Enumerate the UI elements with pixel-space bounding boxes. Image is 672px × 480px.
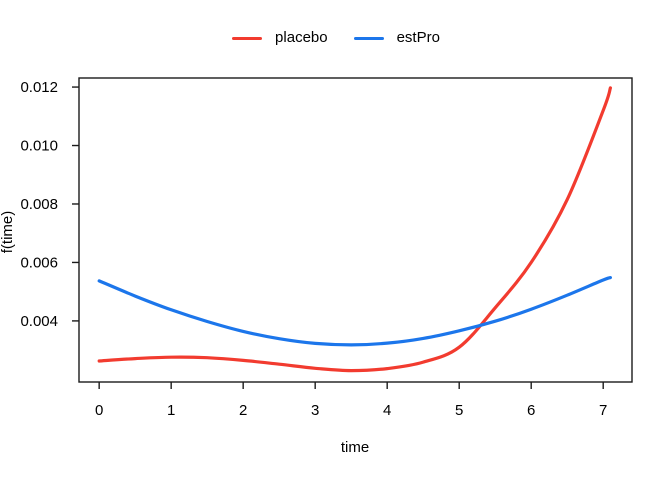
y-tick-label: 0.010 <box>20 138 58 155</box>
legend-item-estpro: estPro <box>353 28 440 48</box>
y-tick-label: 0.006 <box>20 254 58 271</box>
x-tick-label: 5 <box>455 402 463 419</box>
y-tick-label: 0.008 <box>20 196 58 213</box>
legend-line-estpro-icon <box>353 36 384 40</box>
x-tick-label: 0 <box>95 402 103 419</box>
y-axis-title: f(time) <box>0 211 16 254</box>
plot-box <box>78 77 633 383</box>
x-tick-label: 4 <box>383 402 391 419</box>
legend: placebo estPro <box>0 28 672 48</box>
curve-estpro <box>97 276 612 347</box>
y-tick-label: 0.012 <box>20 79 58 96</box>
legend-label-estpro: estPro <box>396 29 440 46</box>
x-tick-label: 7 <box>599 402 607 419</box>
x-tick-label: 2 <box>239 402 247 419</box>
curve-placebo <box>97 86 612 373</box>
x-tick-label: 3 <box>311 402 319 419</box>
plot-dynamic-layer: 0 1 2 3 4 5 6 7 0.004 0.006 0.008 0.010 0.012 <box>20 77 633 419</box>
legend-label-placebo: placebo <box>275 29 328 46</box>
y-tick-label: 0.004 <box>20 313 58 330</box>
x-axis-title: time <box>341 439 369 456</box>
legend-item-placebo: placebo <box>232 28 328 48</box>
x-tick-label: 1 <box>167 402 175 419</box>
legend-line-placebo-icon <box>232 36 263 40</box>
x-tick-label: 6 <box>527 402 535 419</box>
